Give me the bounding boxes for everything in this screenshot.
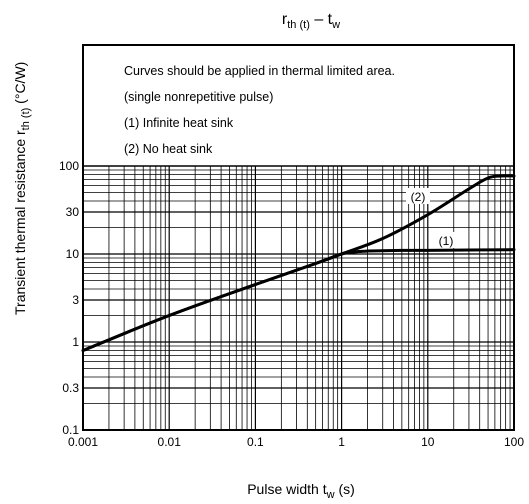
annotation-line: (1) Infinite heat sink (124, 116, 234, 130)
y-tick-label: 0.1 (62, 423, 79, 437)
x-tick-label: 10 (421, 435, 435, 449)
curve-labels: (2) (1) (406, 188, 458, 248)
series-label-1: (1) (439, 234, 454, 248)
series-label-bg (434, 232, 458, 248)
y-tick-label: 30 (66, 205, 80, 219)
x-axis-label: Pulse width tw (s) (247, 481, 355, 501)
chart-title: rth (t) – tw (282, 11, 340, 31)
y-tick-label: 3 (72, 293, 79, 307)
annotation-line: Curves should be applied in thermal limi… (124, 64, 395, 78)
x-tick-label: 1 (338, 435, 345, 449)
x-tick-label: 0.01 (158, 435, 182, 449)
x-tick-label: 0.001 (68, 435, 98, 449)
y-tick-label: 10 (66, 247, 80, 261)
tick-labels: 0.001 0.01 0.1 1 10 100 0.1 0.3 1 3 10 30 100 (59, 159, 524, 449)
x-tick-label: 100 (504, 435, 524, 449)
grid (82, 165, 514, 431)
annotation-lines: Curves should be applied in thermal limi… (124, 64, 395, 156)
series-line-2 (81, 174, 516, 353)
y-tick-label: 1 (72, 335, 79, 349)
y-axis-label: Transient thermal resistance rth (t) (°C… (12, 62, 32, 315)
x-tick-label: 0.1 (247, 435, 264, 449)
series-label-bg (406, 188, 430, 204)
y-tick-label: 100 (59, 159, 79, 173)
series-label-2: (2) (411, 190, 426, 204)
annotation-line: (single nonrepetitive pulse) (124, 90, 273, 104)
annotation-line: (2) No heat sink (124, 142, 213, 156)
curves (81, 174, 516, 353)
y-tick-label: 0.3 (62, 381, 79, 395)
plot-frame (82, 44, 515, 431)
annotation-box (83, 45, 514, 165)
